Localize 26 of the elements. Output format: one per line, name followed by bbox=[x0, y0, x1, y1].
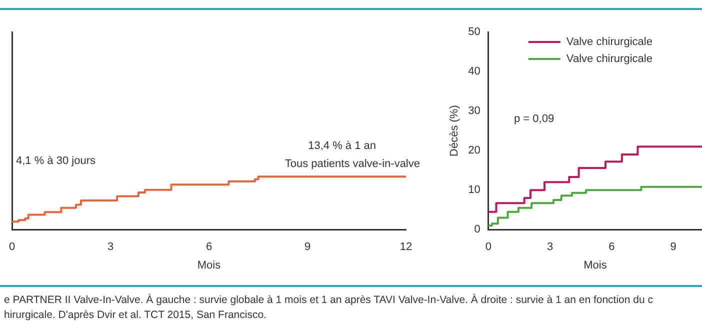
legend-label: Valve chirurgicale bbox=[566, 53, 652, 66]
y-tick-label: 10 bbox=[468, 184, 480, 196]
x-tick-label: 3 bbox=[107, 241, 114, 254]
y-tick-label: 30 bbox=[468, 105, 480, 118]
x-tick-label: 0 bbox=[485, 241, 492, 254]
y-tick-label: 0 bbox=[474, 224, 480, 236]
x-tick-label: 0 bbox=[8, 241, 16, 254]
text: 13,4 % à 1 an bbox=[308, 140, 376, 152]
y-tick-label: 20 bbox=[468, 144, 480, 157]
text: hirurgicale. D'après Dvir et al. TCT 2015, San Francisco. bbox=[4, 308, 268, 323]
x-tick-label: 3 bbox=[546, 241, 554, 254]
legend-label: Valve chirurgicale bbox=[566, 36, 652, 48]
text: Tous patients valve-in-valve bbox=[284, 158, 420, 170]
annotation: p = 0,09 bbox=[514, 113, 554, 126]
y-tick-label: 50 bbox=[468, 26, 480, 38]
x-tick-label: 12 bbox=[400, 241, 412, 254]
x-tick-label: 9 bbox=[304, 241, 311, 254]
text: e PARTNER II Valve-In-Valve. À gauche : survie globale à 1 mois et 1 an après TAVI Valve-In-Valve. À droite : survie à 1 an en fonction du c bbox=[4, 293, 654, 308]
text: 4,1 % à 30 jours bbox=[16, 155, 96, 168]
x-tick-label: 9 bbox=[670, 241, 676, 254]
x-tick-label: 6 bbox=[206, 241, 212, 254]
x-tick-label: 6 bbox=[608, 241, 615, 254]
x-axis-title: Mois bbox=[584, 259, 608, 272]
x-axis-title: Mois bbox=[197, 259, 222, 272]
y-tick-label: 40 bbox=[468, 66, 480, 78]
y-axis-title: Décès (%) bbox=[448, 105, 461, 156]
